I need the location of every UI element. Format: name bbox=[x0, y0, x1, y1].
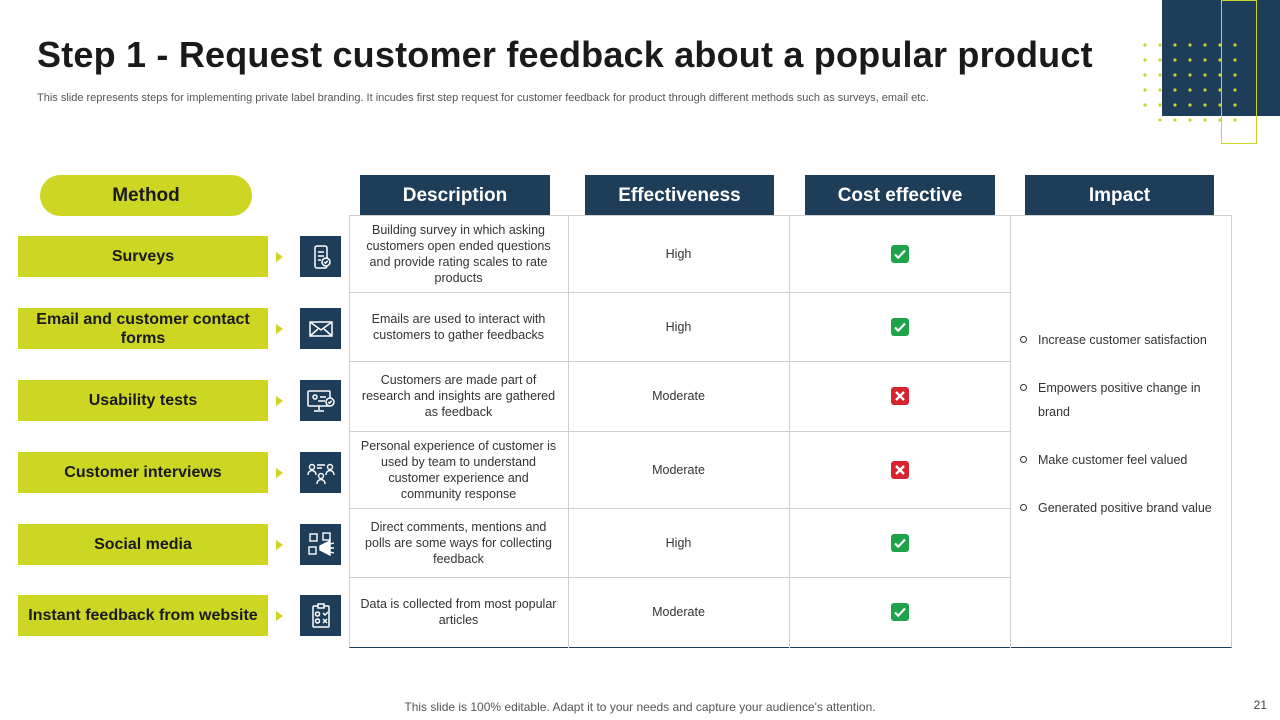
effectiveness-cell: Moderate bbox=[652, 605, 705, 619]
slide-title: Step 1 - Request customer feedback about… bbox=[37, 34, 1093, 75]
column-divider bbox=[1010, 215, 1011, 648]
arrow-icon bbox=[276, 252, 283, 262]
check-icon bbox=[890, 603, 909, 621]
arrow-icon bbox=[276, 396, 283, 406]
impact-header: Impact bbox=[1025, 175, 1214, 216]
effectiveness-cell: High bbox=[665, 319, 692, 334]
effectiveness-cell: High bbox=[665, 246, 692, 261]
description-cell: Customers are made part of research and … bbox=[361, 373, 556, 419]
cross-icon bbox=[890, 387, 909, 405]
arrow-icon bbox=[276, 468, 283, 478]
description-cell: Building survey in which asking customer… bbox=[366, 222, 551, 285]
interview-people-icon bbox=[300, 452, 341, 493]
arrow-icon bbox=[276, 324, 283, 334]
effectiveness-cell: High bbox=[665, 535, 692, 550]
check-icon bbox=[890, 244, 909, 263]
method-header: Method bbox=[40, 175, 252, 216]
decorative-dot-grid bbox=[1143, 43, 1237, 122]
cost-effective-cell bbox=[789, 431, 1010, 508]
arrow-icon bbox=[276, 540, 283, 550]
check-icon bbox=[890, 533, 909, 552]
description-cell: Direct comments, mentions and polls are … bbox=[365, 519, 552, 566]
envelope-icon bbox=[300, 308, 341, 349]
row-divider bbox=[349, 361, 1010, 362]
impact-item: Generated positive brand value bbox=[1020, 496, 1225, 520]
impact-list: Increase customer satisfaction Empowers … bbox=[1020, 328, 1225, 520]
monitor-check-icon bbox=[300, 380, 341, 421]
effectiveness-cell: Moderate bbox=[652, 389, 705, 403]
description-cell: Emails are used to interact with custome… bbox=[371, 311, 546, 342]
row-divider bbox=[349, 431, 1010, 432]
cost-effective-cell bbox=[789, 577, 1010, 647]
description-cell: Personal experience of customer is used … bbox=[360, 438, 557, 501]
social-media-megaphone-icon bbox=[300, 524, 341, 565]
cost-effective-cell bbox=[789, 215, 1010, 292]
cross-icon bbox=[890, 460, 909, 479]
impact-item: Increase customer satisfaction bbox=[1020, 328, 1225, 352]
method-email: Email and customer contact forms bbox=[18, 308, 268, 349]
effectiveness-header: Effectiveness bbox=[585, 175, 774, 216]
description-header: Description bbox=[360, 175, 550, 216]
method-usability-tests: Usability tests bbox=[18, 380, 268, 421]
method-surveys: Surveys bbox=[18, 236, 268, 277]
check-icon bbox=[890, 317, 909, 336]
method-instant-feedback: Instant feedback from website bbox=[18, 595, 268, 636]
slide-footer: This slide is 100% editable. Adapt it to… bbox=[404, 700, 876, 714]
effectiveness-cell: Moderate bbox=[652, 462, 705, 477]
row-divider bbox=[349, 292, 1010, 293]
row-divider bbox=[349, 577, 1010, 578]
impact-item: Empowers positive change in brand bbox=[1020, 376, 1225, 424]
page-number: 21 bbox=[1253, 698, 1267, 712]
cost-effective-cell bbox=[789, 508, 1010, 577]
cost-effective-cell bbox=[789, 292, 1010, 361]
slide-subtitle: This slide represents steps for implemen… bbox=[37, 92, 929, 104]
cost-effective-cell bbox=[789, 361, 1010, 431]
clipboard-feedback-icon bbox=[300, 595, 341, 636]
cost-effective-header: Cost effective bbox=[805, 175, 995, 216]
method-customer-interviews: Customer interviews bbox=[18, 452, 268, 493]
decorative-lime-frame bbox=[1221, 0, 1257, 144]
survey-phone-icon bbox=[300, 236, 341, 277]
description-cell: Data is collected from most popular arti… bbox=[360, 597, 557, 627]
row-divider bbox=[349, 508, 1010, 509]
arrow-icon bbox=[276, 611, 283, 621]
impact-item: Make customer feel valued bbox=[1020, 448, 1225, 472]
method-social-media: Social media bbox=[18, 524, 268, 565]
